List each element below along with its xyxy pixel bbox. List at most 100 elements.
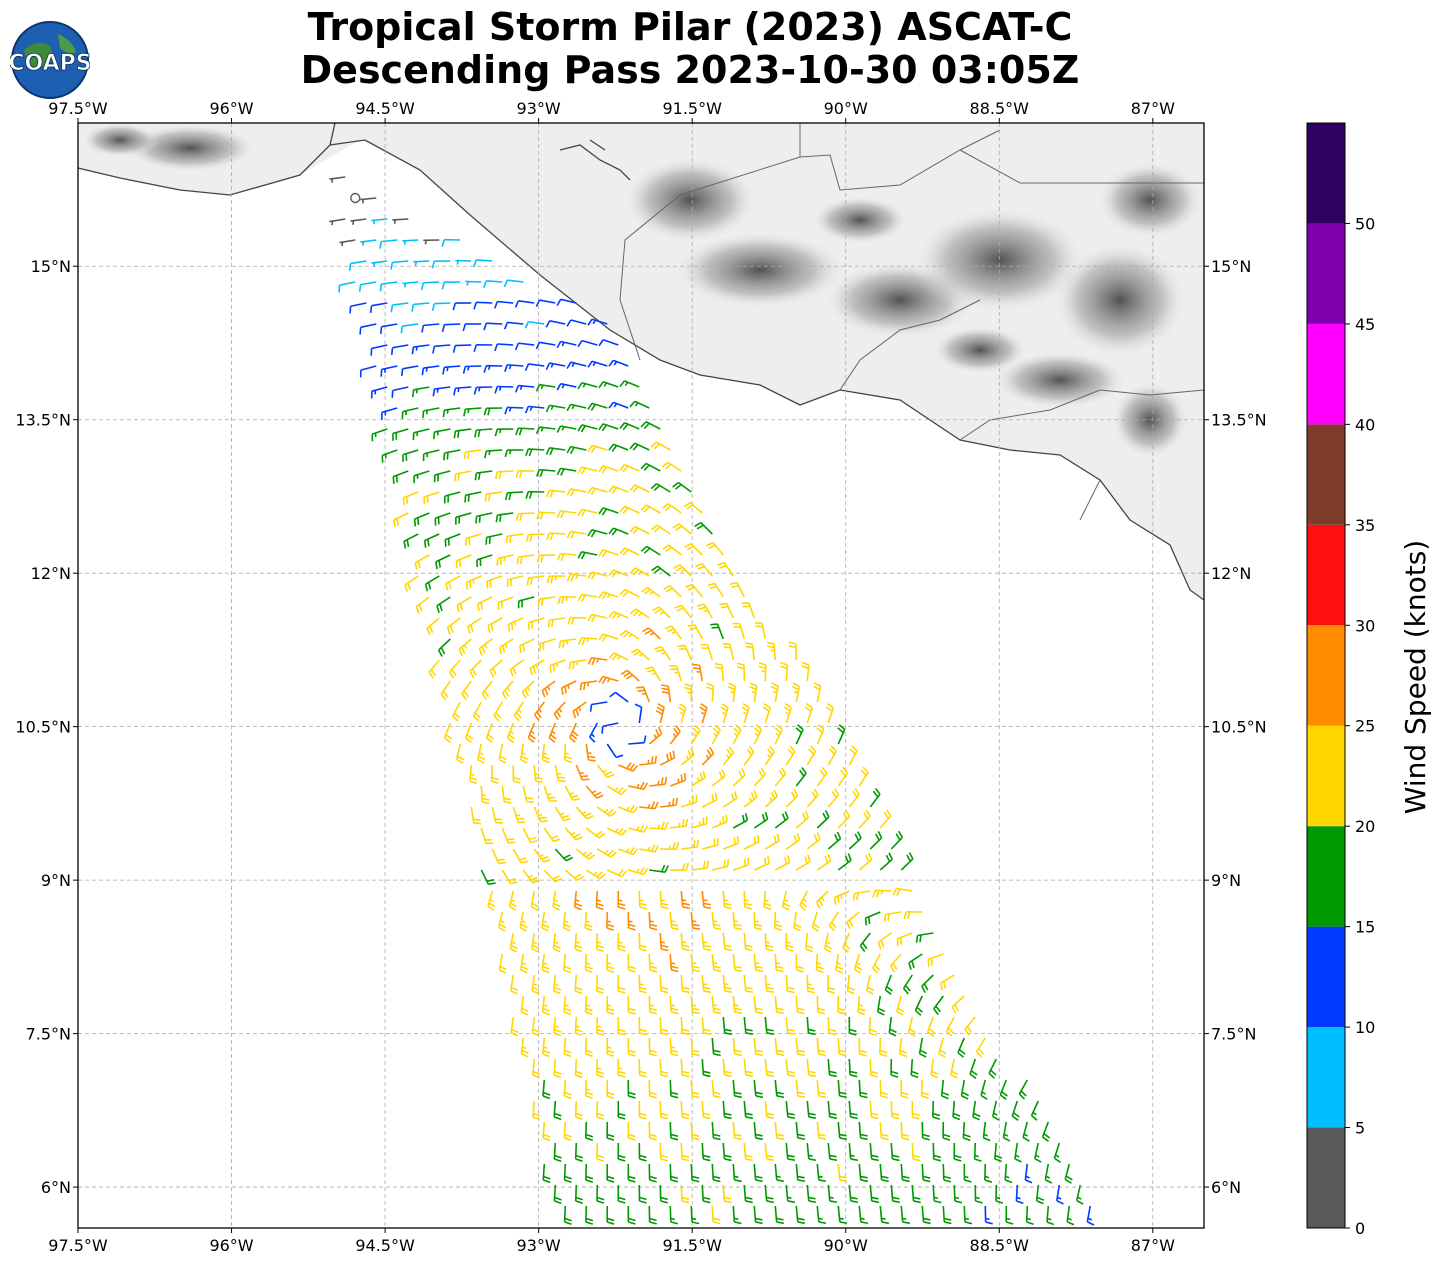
wind-barb — [1024, 1163, 1033, 1184]
wind-barb — [805, 932, 814, 953]
wind-barb — [869, 1142, 879, 1162]
wind-barb — [781, 890, 791, 911]
wind-barb — [606, 827, 628, 836]
wind-barb — [401, 407, 419, 419]
wind-barb — [670, 862, 690, 871]
wind-barb — [951, 995, 965, 1014]
wind-barb — [455, 743, 465, 764]
wind-barb — [619, 380, 640, 388]
wind-barb — [525, 490, 545, 499]
wind-barb — [670, 773, 687, 787]
wind-barb — [619, 422, 640, 431]
wind-barb — [456, 596, 472, 613]
wind-barb — [486, 575, 503, 589]
colorbar-segment — [1307, 1127, 1345, 1228]
wind-barb — [1004, 1163, 1013, 1184]
wind-barb — [392, 218, 409, 224]
wind-barb — [371, 218, 388, 225]
wind-barb — [506, 575, 524, 588]
wind-barb — [680, 748, 695, 766]
wind-barb — [659, 750, 676, 766]
wind-barb — [706, 541, 724, 556]
wind-barb — [801, 661, 810, 682]
wind-barb — [498, 953, 507, 974]
wind-barb — [627, 995, 636, 1015]
wind-barb — [1064, 1163, 1073, 1184]
wind-barb — [617, 1016, 626, 1036]
wind-barb — [815, 890, 829, 909]
wind-barb — [662, 503, 682, 514]
wind-barb — [516, 554, 535, 565]
wind-barb — [542, 1037, 551, 1058]
wind-barb — [463, 407, 482, 417]
wind-barb — [411, 386, 430, 398]
wind-barb — [827, 831, 842, 850]
wind-barb — [940, 1079, 950, 1100]
wind-barb — [774, 1163, 785, 1183]
wind-barb — [519, 911, 528, 932]
wind-barb — [584, 911, 593, 932]
x-tick-label-top: 96°W — [209, 99, 253, 118]
wind-barb — [753, 1079, 764, 1099]
wind-barb — [422, 407, 440, 419]
wind-barb — [788, 641, 798, 661]
wind-barb — [552, 932, 561, 953]
wind-barb — [491, 848, 507, 865]
wind-barb — [470, 806, 482, 825]
wind-barb — [927, 953, 944, 967]
wind-barb — [700, 643, 714, 661]
wind-barb — [650, 441, 671, 451]
colorbar-tick-label: 35 — [1355, 516, 1375, 535]
wind-barb — [669, 1079, 679, 1099]
wind-barb — [672, 481, 692, 493]
wind-barb — [816, 853, 832, 871]
wind-barb — [795, 1037, 806, 1057]
wind-barb — [753, 724, 763, 745]
wind-barb — [493, 701, 503, 722]
wind-barb — [763, 890, 772, 911]
wind-barb — [649, 776, 668, 787]
wind-barb — [774, 1037, 785, 1057]
wind-barb — [994, 1142, 1003, 1163]
wind-barb — [837, 853, 852, 871]
wind-barb — [837, 809, 851, 829]
wind-barb — [628, 866, 649, 876]
wind-barb — [711, 1079, 721, 1099]
wind-barb — [619, 629, 640, 640]
wind-barb — [846, 974, 855, 995]
wind-barb — [587, 486, 608, 496]
wind-barb — [513, 701, 524, 722]
wind-barb — [774, 811, 789, 829]
wind-barb — [680, 1016, 690, 1036]
wind-barb — [469, 659, 482, 679]
wind-barb — [426, 617, 440, 636]
wind-barb — [858, 809, 871, 829]
wind-barb — [690, 724, 701, 745]
wind-barb — [577, 593, 598, 602]
wind-barb — [606, 911, 615, 931]
wind-barb — [525, 448, 545, 457]
wind-barb — [858, 1079, 868, 1099]
wind-barb — [522, 869, 540, 884]
wind-barb — [414, 554, 430, 570]
wind-barb — [512, 806, 526, 824]
wind-barb — [732, 953, 743, 973]
wind-barb — [806, 1184, 817, 1204]
wind-barb — [833, 890, 850, 905]
wind-barb — [627, 1079, 636, 1099]
wind-barb — [816, 1037, 826, 1057]
wind-barb — [563, 1121, 572, 1142]
y-tick-label: 15°N — [31, 257, 71, 276]
colorbar-tick-label: 40 — [1355, 415, 1375, 434]
wind-barb — [574, 1184, 584, 1204]
wind-barb — [645, 666, 661, 682]
wind-barb — [766, 641, 777, 661]
wind-barb — [953, 1142, 962, 1162]
colorbar: 0 5 10 15 20 25 30 35 40 45 50 — [1306, 122, 1375, 1238]
wind-barb — [921, 1121, 930, 1141]
wind-barb — [359, 365, 377, 378]
wind-barb — [783, 703, 792, 724]
wind-barb — [473, 301, 493, 310]
wind-barb — [884, 974, 893, 995]
